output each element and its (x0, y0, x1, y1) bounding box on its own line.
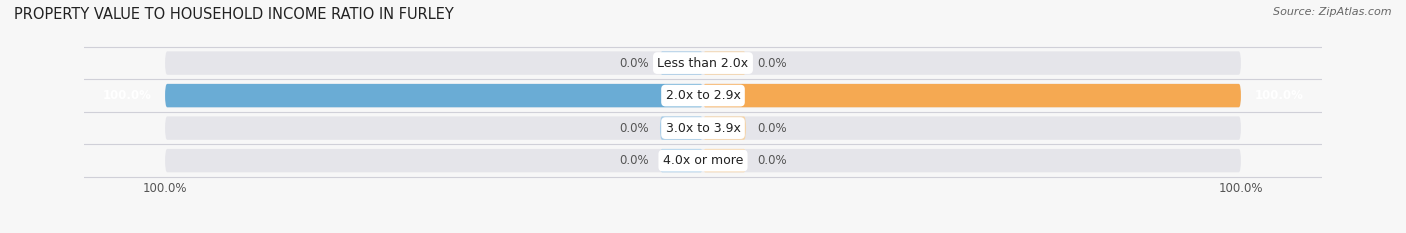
Text: 0.0%: 0.0% (756, 57, 786, 70)
FancyBboxPatch shape (165, 116, 1241, 140)
Text: 0.0%: 0.0% (620, 154, 650, 167)
Text: 100.0%: 100.0% (103, 89, 152, 102)
FancyBboxPatch shape (703, 84, 1241, 107)
FancyBboxPatch shape (703, 116, 747, 140)
Text: 0.0%: 0.0% (620, 57, 650, 70)
Text: 100.0%: 100.0% (143, 182, 187, 195)
Text: Less than 2.0x: Less than 2.0x (658, 57, 748, 70)
Text: Source: ZipAtlas.com: Source: ZipAtlas.com (1274, 7, 1392, 17)
Text: 0.0%: 0.0% (756, 154, 786, 167)
Text: 2.0x to 2.9x: 2.0x to 2.9x (665, 89, 741, 102)
Text: PROPERTY VALUE TO HOUSEHOLD INCOME RATIO IN FURLEY: PROPERTY VALUE TO HOUSEHOLD INCOME RATIO… (14, 7, 454, 22)
Text: 0.0%: 0.0% (620, 122, 650, 135)
FancyBboxPatch shape (165, 84, 1241, 107)
Text: 100.0%: 100.0% (1219, 182, 1263, 195)
FancyBboxPatch shape (165, 51, 1241, 75)
FancyBboxPatch shape (165, 84, 703, 107)
FancyBboxPatch shape (703, 51, 747, 75)
Text: 100.0%: 100.0% (1254, 89, 1303, 102)
FancyBboxPatch shape (659, 149, 703, 172)
Text: 3.0x to 3.9x: 3.0x to 3.9x (665, 122, 741, 135)
FancyBboxPatch shape (659, 116, 703, 140)
FancyBboxPatch shape (703, 149, 747, 172)
Text: 0.0%: 0.0% (756, 122, 786, 135)
Text: 4.0x or more: 4.0x or more (662, 154, 744, 167)
FancyBboxPatch shape (165, 149, 1241, 172)
FancyBboxPatch shape (659, 51, 703, 75)
